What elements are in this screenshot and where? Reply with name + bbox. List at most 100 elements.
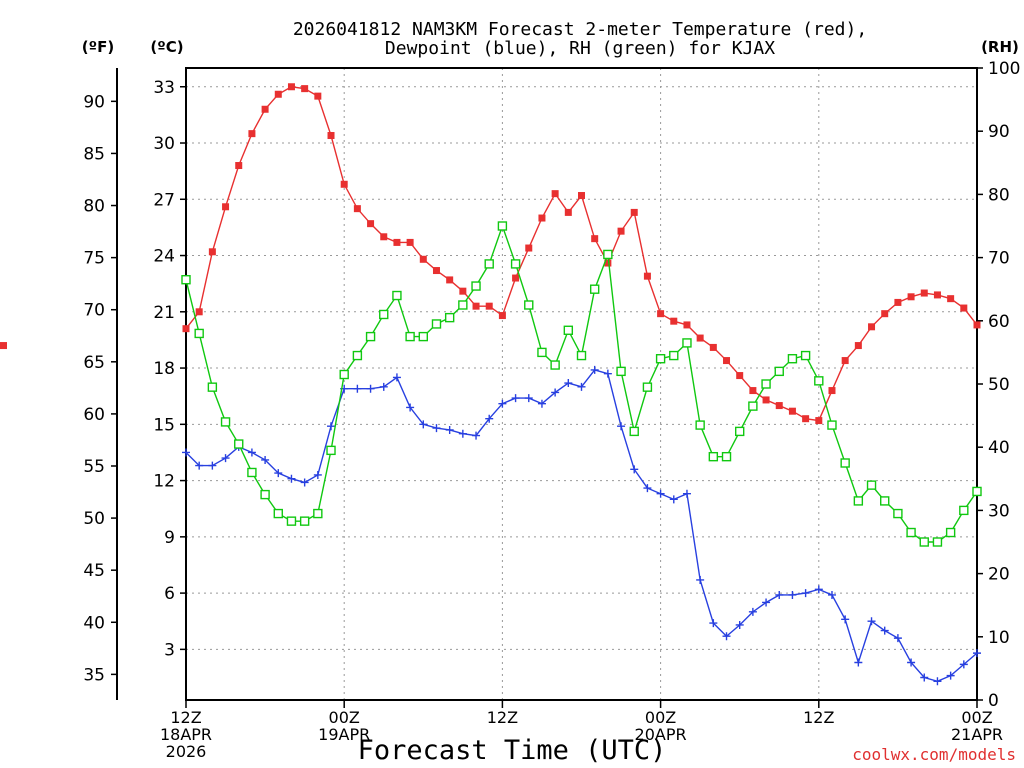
data-point <box>933 677 942 686</box>
data-point <box>563 325 574 335</box>
data-point <box>525 244 533 252</box>
data-point <box>313 470 322 479</box>
data-point <box>497 221 508 231</box>
x-tick-label: 00Z <box>329 708 360 727</box>
data-point <box>248 130 256 138</box>
data-point <box>880 626 889 635</box>
data-point <box>261 105 269 113</box>
rh-tick-label: 100 <box>988 59 1020 79</box>
data-point <box>591 235 599 243</box>
data-point <box>735 426 745 437</box>
x-tick-label: 18APR <box>160 725 212 744</box>
data-point <box>881 310 889 318</box>
celsius-axis-label: (ºC) <box>150 38 183 56</box>
data-point <box>656 489 665 498</box>
data-point <box>920 673 929 682</box>
data-point <box>208 248 216 256</box>
data-point <box>959 505 969 516</box>
data-point <box>723 357 731 365</box>
data-point <box>418 331 428 342</box>
data-point <box>352 350 363 361</box>
data-point <box>471 281 481 291</box>
data-point <box>709 343 717 351</box>
data-point <box>313 508 323 519</box>
data-point <box>814 376 824 386</box>
data-point <box>524 300 534 310</box>
data-point <box>735 620 744 629</box>
data-point <box>379 382 388 391</box>
data-point <box>220 417 231 427</box>
fahrenheit-tick-label: 90 <box>83 92 105 112</box>
celsius-tick-label: 24 <box>153 247 175 267</box>
data-point <box>854 658 863 667</box>
x-axis-title: Forecast Time (UTC) <box>358 735 667 766</box>
rh-tick-label: 30 <box>988 501 1010 521</box>
data-point <box>840 458 850 468</box>
data-point <box>629 426 639 437</box>
data-point <box>511 394 520 403</box>
data-point <box>643 272 651 280</box>
data-point <box>946 671 955 680</box>
data-point <box>868 323 876 331</box>
x-tick-label: 21APR <box>951 725 1003 744</box>
data-point <box>683 321 691 329</box>
data-point <box>432 267 440 275</box>
data-point <box>550 360 560 370</box>
data-point <box>642 382 653 392</box>
celsius-tick-label: 15 <box>153 415 175 435</box>
rh-tick-label: 10 <box>988 628 1010 648</box>
rh-tick-label: 50 <box>988 375 1010 395</box>
celsius-tick-label: 12 <box>153 472 175 492</box>
data-point <box>959 660 968 669</box>
x-tick-label: 19APR <box>318 725 370 744</box>
data-point <box>393 238 401 246</box>
data-point <box>485 414 494 423</box>
data-point <box>577 382 586 391</box>
x-tick-label: 12Z <box>170 708 201 727</box>
data-point <box>512 274 520 282</box>
fahrenheit-tick-label: 40 <box>83 613 105 633</box>
series-rh <box>181 221 982 547</box>
data-point <box>538 214 546 222</box>
data-point <box>696 575 705 584</box>
data-point <box>867 617 876 626</box>
data-point <box>380 233 388 241</box>
data-point <box>327 422 336 431</box>
data-point <box>301 85 309 93</box>
data-point <box>537 347 547 358</box>
x-tick-label: 20APR <box>635 725 687 744</box>
data-point <box>353 205 361 213</box>
data-point <box>458 300 468 310</box>
data-point <box>182 325 190 333</box>
data-point <box>894 298 902 306</box>
data-point <box>973 649 981 658</box>
data-point <box>498 399 507 408</box>
series-2-meter-temperature <box>0 83 981 425</box>
data-point <box>340 180 348 188</box>
data-point <box>564 208 572 216</box>
data-point <box>327 132 335 140</box>
data-point <box>762 396 770 404</box>
data-point <box>695 420 705 430</box>
data-point <box>655 354 666 364</box>
chart-title-line2: Dewpoint (blue), RH (green) for KJAX <box>385 38 775 59</box>
data-point <box>749 387 757 395</box>
data-point <box>207 382 218 392</box>
data-point <box>907 293 915 301</box>
data-point <box>472 431 481 440</box>
data-point <box>682 489 691 498</box>
data-point <box>721 451 732 462</box>
data-point <box>472 302 480 310</box>
data-point <box>406 403 415 412</box>
data-point <box>907 658 916 667</box>
rh-tick-label: 90 <box>988 122 1010 142</box>
data-point <box>880 496 890 506</box>
celsius-tick-label: 18 <box>153 359 175 379</box>
rh-tick-label: 80 <box>988 185 1010 205</box>
data-point <box>696 334 704 342</box>
data-point <box>590 365 599 374</box>
data-point <box>932 537 943 547</box>
data-point <box>603 369 612 378</box>
data-point <box>287 83 295 91</box>
